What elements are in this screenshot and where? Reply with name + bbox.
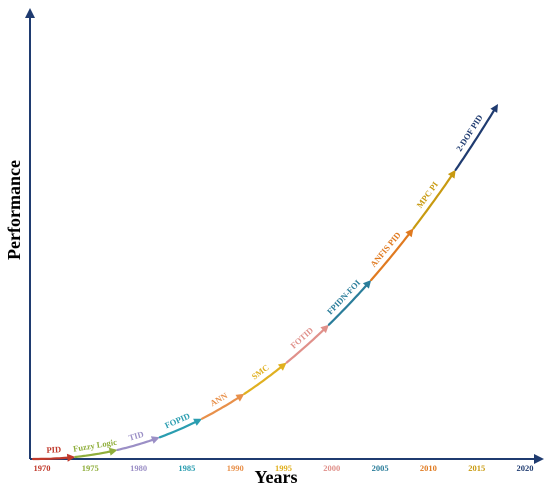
segment-8 <box>370 228 414 282</box>
segment-label: FOTID <box>288 325 315 350</box>
x-axis-label: Years <box>255 467 298 487</box>
x-tick-label: 1980 <box>130 463 147 473</box>
x-tick-label: 2005 <box>372 463 389 473</box>
segment-line <box>370 233 410 282</box>
segment-6 <box>285 324 329 364</box>
segment-label: TID <box>127 429 144 443</box>
segment-line <box>31 456 69 461</box>
segment-arrowhead <box>235 393 245 402</box>
segment-arrowhead <box>150 436 160 444</box>
segment-line <box>285 329 325 364</box>
segment-5 <box>243 362 287 395</box>
x-tick-label: 2020 <box>517 463 534 473</box>
segment-arrowhead <box>447 169 456 179</box>
x-tick-labels: 1970 1975 1980 1985 1990 1995 2000 2005 2010 2015… <box>34 463 534 473</box>
x-tick-label: 1975 <box>82 463 99 473</box>
segment-label: MPC PI <box>414 179 440 210</box>
segment-label: FOPID <box>163 411 191 431</box>
segment-arrowhead <box>277 362 287 371</box>
segment-2 <box>116 436 160 451</box>
segment-line <box>158 421 196 439</box>
segment-arrowhead <box>405 228 414 238</box>
segment-line <box>412 175 453 230</box>
x-tick-label: 2015 <box>468 463 485 473</box>
x-tick-label: 1985 <box>178 463 195 473</box>
segment-line <box>116 438 154 451</box>
segment-line <box>74 450 111 459</box>
segment-arrowhead <box>66 453 76 462</box>
x-tick-label: 2010 <box>420 463 437 473</box>
segment-line <box>454 109 495 171</box>
segment-line <box>201 397 239 420</box>
segment-10 <box>454 104 498 171</box>
segment-arrowhead <box>193 418 203 426</box>
segment-labels: PID Fuzzy LogicTIDFOPIDANNSMCFOTIDFPIDN-F… <box>46 113 484 455</box>
segment-9 <box>412 169 456 230</box>
segment-arrowhead <box>490 104 498 113</box>
segment-line <box>243 366 282 395</box>
segment-1 <box>74 447 118 459</box>
x-tick-label: 1995 <box>275 463 292 473</box>
segment-3 <box>158 418 203 439</box>
x-tick-label: 1990 <box>227 463 244 473</box>
segment-line <box>327 282 367 326</box>
curve-segments <box>31 104 498 462</box>
segment-7 <box>327 280 372 326</box>
segment-arrowhead <box>362 280 372 289</box>
axes <box>25 8 544 464</box>
segment-0 <box>31 453 76 462</box>
x-tick-label: 1970 <box>34 463 51 473</box>
segment-arrowhead <box>108 447 118 456</box>
y-axis-label: Performance <box>4 160 24 260</box>
x-tick-label: 2000 <box>323 463 340 473</box>
segment-arrowhead <box>320 324 329 334</box>
segment-label: PID <box>46 444 61 455</box>
segment-4 <box>201 393 245 420</box>
